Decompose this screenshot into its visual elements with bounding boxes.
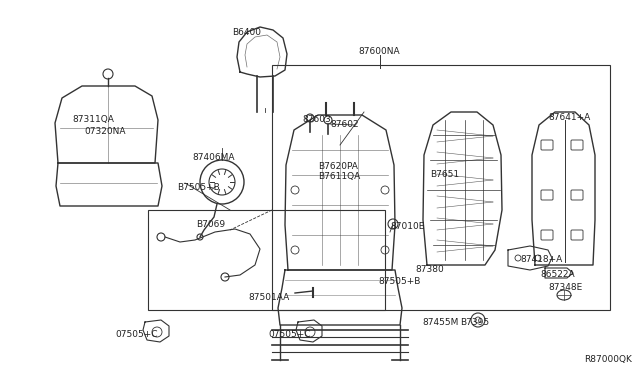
Text: 87406MA: 87406MA: [192, 153, 234, 162]
Text: 87348E: 87348E: [548, 283, 582, 292]
Text: 87602: 87602: [330, 120, 358, 129]
Text: 87600NA: 87600NA: [358, 47, 399, 56]
Text: 86522A: 86522A: [540, 270, 575, 279]
Text: 87505+B: 87505+B: [378, 277, 420, 286]
Text: B7611QA: B7611QA: [318, 172, 360, 181]
Text: B7651: B7651: [430, 170, 459, 179]
Text: 87418+A: 87418+A: [520, 255, 563, 264]
Text: R87000QK: R87000QK: [584, 355, 632, 364]
Text: B7505+B: B7505+B: [177, 183, 220, 192]
Text: 87603: 87603: [302, 115, 331, 124]
Text: B7069: B7069: [196, 220, 225, 229]
Text: B7395: B7395: [460, 318, 489, 327]
Text: B6400: B6400: [232, 28, 261, 37]
Text: 07505+C: 07505+C: [268, 330, 310, 339]
Text: 87455M: 87455M: [422, 318, 458, 327]
Text: 87501AA: 87501AA: [248, 293, 289, 302]
Bar: [272, 65, 610, 310]
Text: 87311QA: 87311QA: [72, 115, 114, 124]
Text: 87380: 87380: [415, 265, 444, 274]
Text: 87010E: 87010E: [390, 222, 424, 231]
Text: 87641+A: 87641+A: [548, 113, 590, 122]
Text: 07505+C: 07505+C: [115, 330, 157, 339]
Text: B7620PA: B7620PA: [318, 162, 358, 171]
Text: 07320NA: 07320NA: [84, 127, 125, 136]
Bar: [148, 210, 385, 310]
